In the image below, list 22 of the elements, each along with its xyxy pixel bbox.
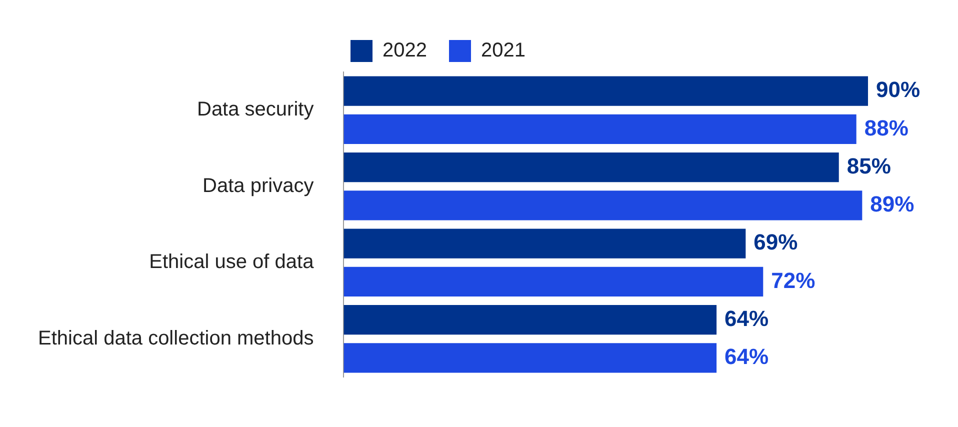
y-tick-label: Data privacy: [202, 174, 314, 197]
data-label: 89%: [870, 192, 914, 216]
y-tick-label: Ethical use of data: [149, 251, 315, 274]
data-label: 85%: [846, 153, 891, 178]
data-label: 64%: [724, 344, 769, 369]
legend-label: 2021: [481, 40, 526, 62]
data-label: 64%: [724, 306, 769, 331]
bar: [344, 152, 839, 182]
y-tick-label: Data security: [196, 98, 314, 121]
data-label: 69%: [754, 230, 798, 255]
bar: [344, 228, 746, 258]
bar: [344, 114, 856, 144]
data-label: 72%: [771, 268, 816, 293]
bar: [344, 266, 764, 297]
legend-label: 2022: [382, 40, 428, 62]
bar: [344, 190, 862, 220]
bar: [344, 76, 868, 106]
data-label: 90%: [876, 77, 920, 102]
y-tick-label: Ethical data collection methods: [38, 327, 314, 350]
data-label: 88%: [864, 115, 908, 140]
bar: [344, 343, 717, 373]
bar: [344, 304, 717, 335]
